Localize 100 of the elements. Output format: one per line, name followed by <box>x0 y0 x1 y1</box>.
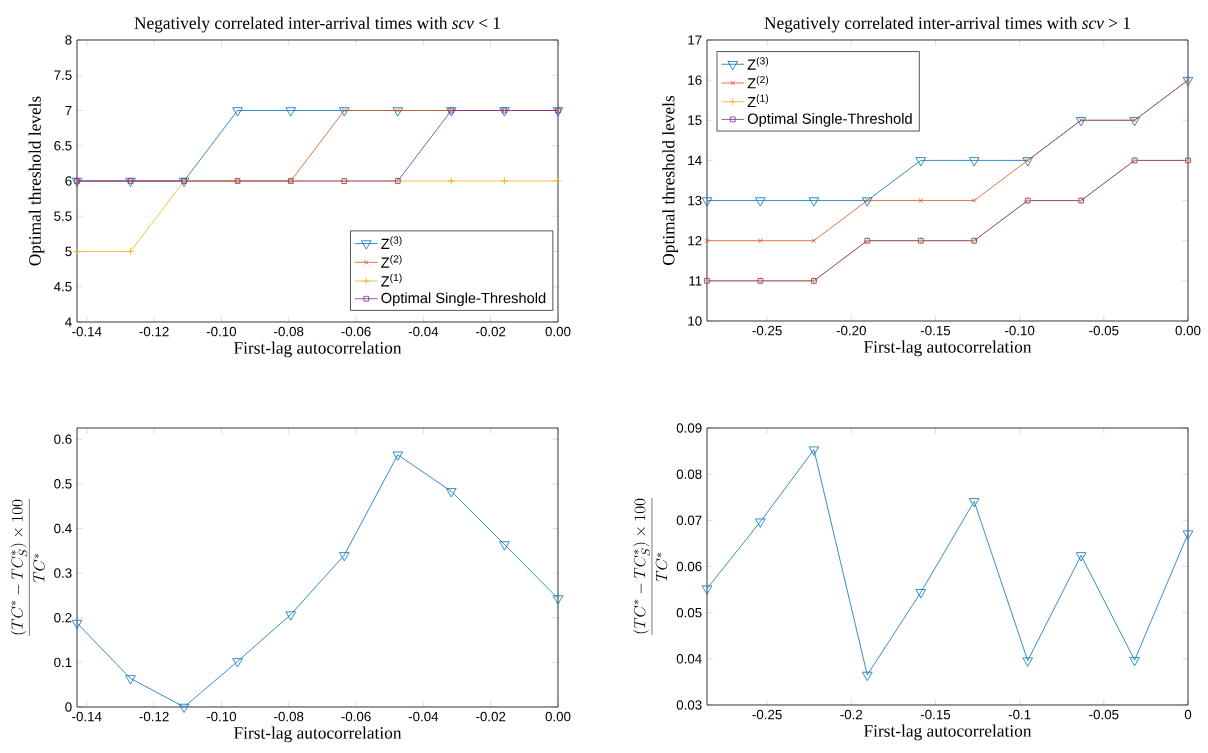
y-tick-label: 0.07 <box>676 515 702 526</box>
point <box>757 238 763 244</box>
legend-label: Z$^{(1)}$ <box>381 273 402 287</box>
point <box>862 671 873 681</box>
x-tick-label: -0.08 <box>274 326 304 337</box>
point <box>1022 657 1033 667</box>
point <box>808 197 820 207</box>
point <box>755 197 766 207</box>
x-tick-label: -0.15 <box>920 325 951 336</box>
point <box>552 595 564 605</box>
point <box>915 589 927 599</box>
y-tick-label: 0.6 <box>54 434 72 444</box>
y-tick-label: 4.5 <box>53 282 72 292</box>
point <box>811 238 817 244</box>
point <box>392 107 404 117</box>
point <box>285 611 296 621</box>
legend-label: Z$^{(2)}$ <box>381 254 402 268</box>
point <box>701 197 713 207</box>
x-tick-label: -0.05 <box>1089 325 1119 336</box>
x-tick-label: -0.12 <box>139 711 169 722</box>
legend-label: Optimal Single-Threshold <box>381 292 546 307</box>
point <box>755 518 766 528</box>
y-tick-label: 0 <box>65 702 72 712</box>
x-axis-title: First-lag autocorrelation <box>234 726 402 743</box>
point <box>447 177 456 185</box>
point <box>1075 117 1087 127</box>
x-tick-label: -0.15 <box>920 709 951 720</box>
point <box>500 177 509 185</box>
x-tick-label: 0.00 <box>545 326 571 337</box>
point <box>1182 530 1194 540</box>
y-tick-label: 13 <box>688 195 702 206</box>
chart-title: Negatively correlated inter-arrival times with scv < 1 <box>134 16 500 33</box>
x-tick-label: -0.25 <box>752 709 782 720</box>
point <box>1078 117 1084 123</box>
x-tick-label: -0.14 <box>72 326 102 337</box>
y-tick-label: 0.06 <box>676 561 702 572</box>
point <box>1025 157 1031 163</box>
y-tick-label: 4 <box>65 317 72 327</box>
point <box>395 108 401 113</box>
point <box>554 177 562 185</box>
y-tick-label: 11 <box>689 276 702 286</box>
point <box>499 541 510 551</box>
point <box>968 498 980 508</box>
point <box>232 107 243 117</box>
point <box>125 675 136 685</box>
legend-label: Z$^{(3)}$ <box>747 56 769 70</box>
legend-label: Optimal Single-Threshold <box>747 113 912 127</box>
x-tick-label: -0.08 <box>274 711 304 722</box>
y-tick-label: 0.03 <box>676 700 702 710</box>
x-axis-title: First-lag autocorrelation <box>234 341 402 358</box>
point <box>808 446 820 456</box>
x-tick-label: -0.25 <box>752 325 782 336</box>
y-axis-title: $\frac{(TC^{*}-TC^{*}_{S})\times 100}{TC^{*}}$ <box>633 498 668 635</box>
x-tick-label: -0.10 <box>1005 325 1035 336</box>
x-tick-label: -0.02 <box>476 326 506 337</box>
y-tick-label: 6 <box>65 176 72 186</box>
point <box>704 238 710 244</box>
point <box>1129 657 1140 667</box>
point <box>285 107 296 117</box>
legend-label: Z$^{(3)}$ <box>381 236 402 249</box>
chart-title: Negatively correlated inter-arrival times with scv > 1 <box>764 16 1130 33</box>
x-tick-label: -0.02 <box>476 711 506 722</box>
point <box>1132 117 1138 123</box>
point <box>232 658 243 668</box>
x-tick-label: -0.2 <box>840 709 863 720</box>
point <box>918 198 924 204</box>
point <box>1075 552 1087 562</box>
x-tick-label: -0.06 <box>341 326 371 337</box>
y-tick-label: 5.5 <box>54 211 72 221</box>
point <box>1129 117 1140 127</box>
point <box>446 488 457 498</box>
x-tick-label: -0.10 <box>206 326 237 337</box>
x-tick-label: 0 <box>1184 709 1192 720</box>
x-tick-label: 0.00 <box>545 711 571 722</box>
x-tick-label: -0.04 <box>408 711 439 722</box>
y-tick-label: 0.2 <box>54 612 72 623</box>
x-tick-label: -0.05 <box>1089 709 1119 720</box>
y-tick-label: 17 <box>688 35 702 45</box>
point <box>915 157 927 167</box>
y-axis-title: Optimal threshold levels <box>662 95 679 265</box>
point <box>1185 77 1191 83</box>
y-axis-title: $\frac{(TC^{*}-TC^{*}_{S})\times 100}{TC^{*}}$ <box>10 499 45 636</box>
point <box>392 451 404 461</box>
y-tick-label: 8 <box>65 35 72 45</box>
x-tick-label: -0.10 <box>206 711 237 722</box>
y-tick-label: 7.5 <box>54 70 72 80</box>
x-tick-label: 0.00 <box>1175 325 1201 336</box>
y-tick-label: 16 <box>688 75 702 85</box>
legend-label: Z$^{(2)}$ <box>747 75 769 89</box>
y-tick-label: 6.5 <box>54 141 72 151</box>
point <box>178 703 190 713</box>
y-tick-label: 0.05 <box>676 607 702 618</box>
y-tick-label: 0.5 <box>54 479 72 489</box>
y-tick-label: 10 <box>688 316 702 326</box>
y-tick-label: 0.3 <box>54 568 72 578</box>
x-tick-label: -0.14 <box>72 711 102 722</box>
x-axis-title: First-lag autocorrelation <box>864 340 1032 357</box>
legend-label: Z$^{(1)}$ <box>747 94 769 108</box>
x-tick-label: -0.06 <box>341 711 371 722</box>
point <box>1022 157 1033 167</box>
